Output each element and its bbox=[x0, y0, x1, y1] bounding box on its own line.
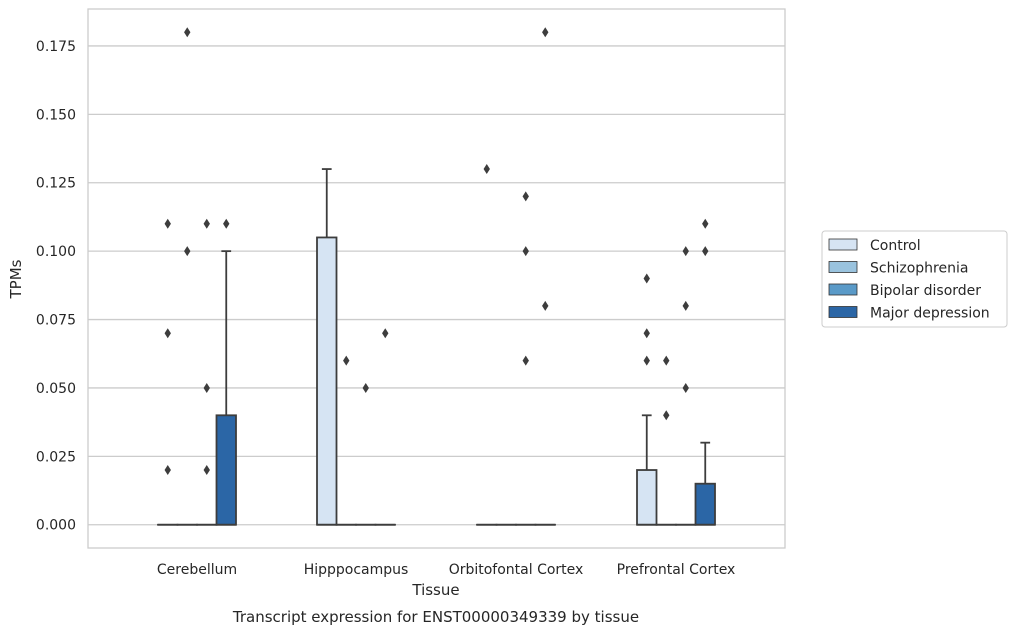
outlier-point bbox=[643, 273, 650, 284]
legend-swatch bbox=[828, 283, 858, 296]
box-body bbox=[636, 469, 658, 526]
y-tick-label: 0.175 bbox=[36, 39, 76, 55]
outlier-point bbox=[164, 218, 171, 229]
outlier-point bbox=[184, 246, 191, 257]
legend-label: Schizophrenia bbox=[870, 261, 968, 277]
y-axis-label: TPMs bbox=[7, 259, 25, 299]
chart-caption: Transcript expression for ENST0000034933… bbox=[232, 608, 639, 626]
outlier-point bbox=[663, 355, 670, 366]
legend-label: Bipolar disorder bbox=[870, 283, 981, 299]
outlier-point bbox=[343, 355, 350, 366]
y-tick-label: 0.075 bbox=[36, 313, 76, 329]
outlier-point bbox=[522, 191, 529, 202]
box-major-depression bbox=[694, 218, 716, 526]
outlier-point bbox=[542, 300, 549, 311]
x-tick-label: Hipppocampus bbox=[304, 562, 409, 578]
box-body bbox=[694, 482, 716, 526]
outlier-point bbox=[164, 465, 171, 476]
outlier-point bbox=[483, 164, 490, 175]
outlier-point bbox=[522, 355, 529, 366]
plot-frame bbox=[87, 8, 786, 549]
outlier-point bbox=[682, 246, 689, 257]
box-bipolar-disorder bbox=[515, 191, 537, 526]
box-schizophrenia bbox=[655, 355, 677, 526]
outlier-point bbox=[702, 218, 709, 229]
box-bipolar-disorder bbox=[675, 246, 697, 526]
y-axis-ticks: 0.000 0.025 0.050 0.075 0.100 0.125 0.150 0.175 bbox=[36, 39, 76, 534]
outlier-point bbox=[682, 382, 689, 393]
y-tick-label: 0.150 bbox=[36, 107, 76, 123]
outlier-point bbox=[223, 218, 230, 229]
y-tick-label: 0.025 bbox=[36, 449, 76, 465]
x-tick-label: Orbitofontal Cortex bbox=[449, 562, 584, 578]
box-major-depression bbox=[215, 218, 237, 526]
outlier-point bbox=[184, 27, 191, 38]
x-axis-label: Tissue bbox=[411, 581, 459, 599]
legend-label: Major depression bbox=[870, 306, 990, 322]
y-tick-label: 0.000 bbox=[36, 518, 76, 534]
x-tick-label: Prefrontal Cortex bbox=[617, 562, 736, 578]
outlier-point bbox=[522, 246, 529, 257]
legend-frame bbox=[821, 230, 1008, 328]
outlier-point bbox=[682, 300, 689, 311]
legend-swatch bbox=[828, 238, 858, 251]
y-tick-label: 0.125 bbox=[36, 176, 76, 192]
outlier-point bbox=[164, 328, 171, 339]
outlier-point bbox=[362, 382, 369, 393]
outlier-point bbox=[203, 465, 210, 476]
box-major-depression bbox=[534, 27, 556, 526]
x-axis-ticks: Cerebellum Hipppocampus Orbitofontal Corte… bbox=[157, 562, 735, 578]
outlier-point bbox=[203, 382, 210, 393]
outlier-point bbox=[702, 246, 709, 257]
box-control bbox=[316, 168, 338, 526]
box-body bbox=[215, 414, 237, 526]
y-tick-label: 0.100 bbox=[36, 244, 76, 260]
box-control bbox=[636, 273, 658, 526]
outlier-point bbox=[203, 218, 210, 229]
outlier-point bbox=[382, 328, 389, 339]
outlier-point bbox=[663, 410, 670, 421]
box-groups bbox=[157, 27, 716, 526]
x-tick-label: Cerebellum bbox=[157, 562, 237, 578]
box-major-depression bbox=[374, 328, 396, 526]
outlier-point bbox=[542, 27, 549, 38]
legend-label: Control bbox=[870, 238, 921, 254]
legend-swatch bbox=[828, 306, 858, 318]
y-tick-label: 0.050 bbox=[36, 381, 76, 397]
legend-swatch bbox=[828, 261, 858, 273]
legend: Control Schizophrenia Bipolar disorder Majo… bbox=[821, 230, 1008, 328]
outlier-point bbox=[643, 355, 650, 366]
outlier-point bbox=[643, 328, 650, 339]
box-body bbox=[316, 236, 338, 526]
